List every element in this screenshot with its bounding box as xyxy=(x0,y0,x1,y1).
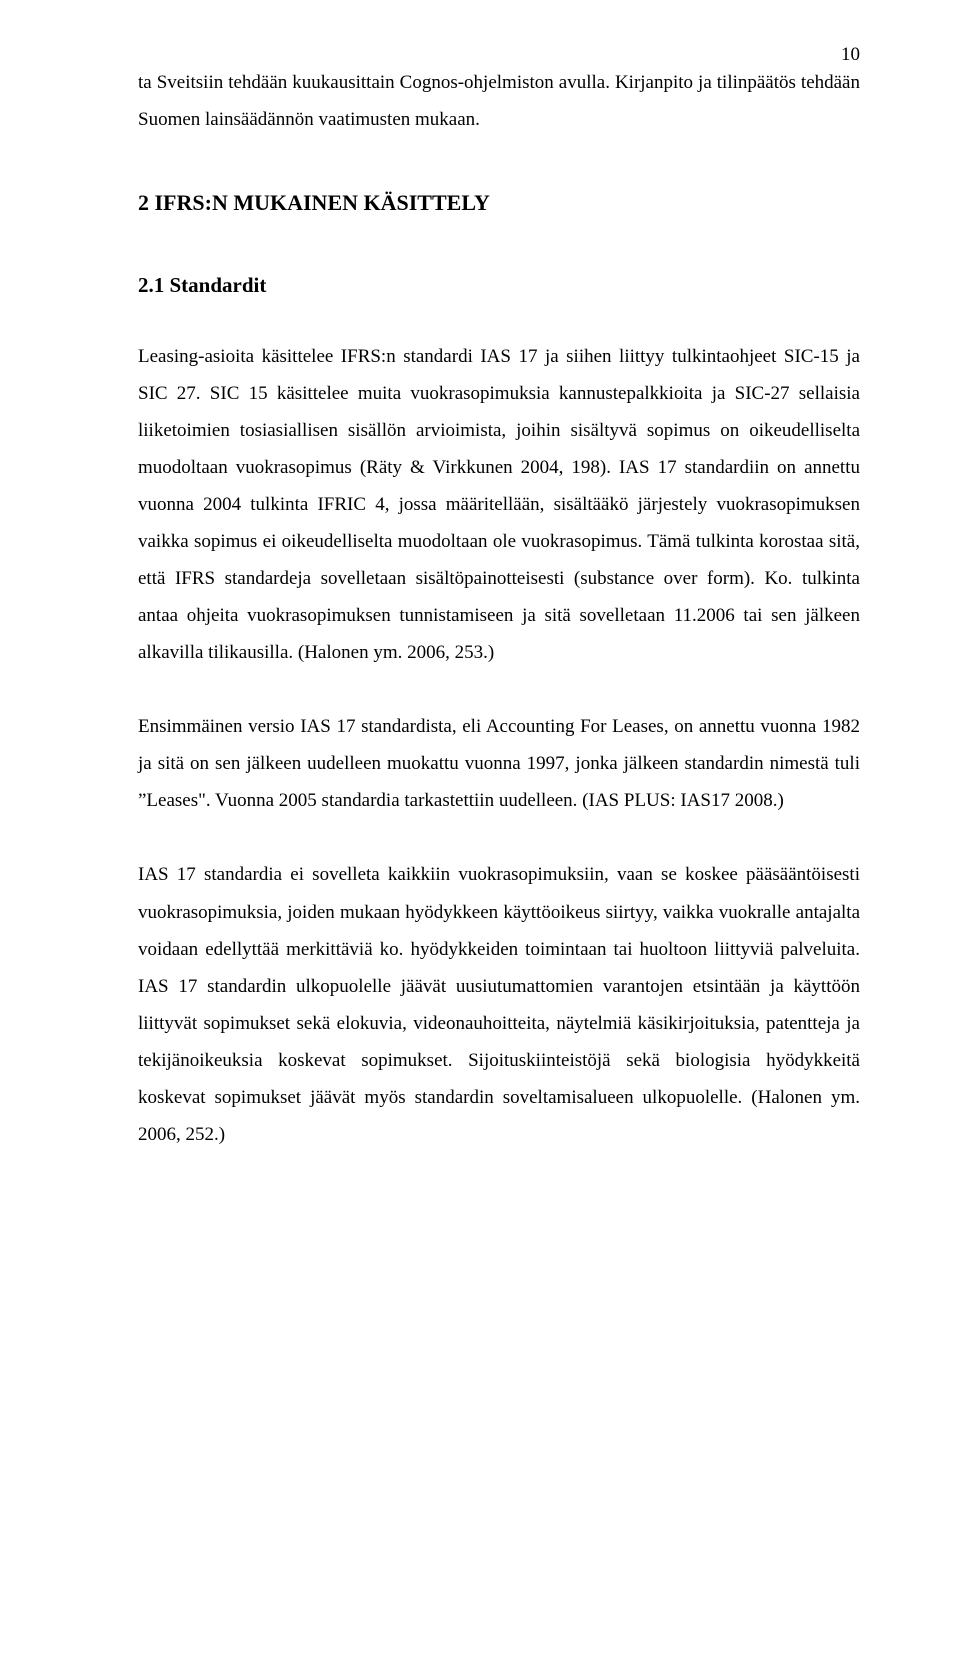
body-paragraph-3: Ensimmäinen versio IAS 17 standardista, … xyxy=(138,708,860,819)
body-paragraph-2: Leasing-asioita käsittelee IFRS:n standa… xyxy=(138,338,860,671)
heading-level-2: 2.1 Standardit xyxy=(138,265,860,306)
heading-level-1: 2 IFRS:N MUKAINEN KÄSITTELY xyxy=(138,182,860,225)
body-paragraph-1: ta Sveitsiin tehdään kuukausittain Cogno… xyxy=(138,64,860,138)
page-number: 10 xyxy=(841,36,860,73)
body-paragraph-4: IAS 17 standardia ei sovelleta kaikkiin … xyxy=(138,856,860,1152)
